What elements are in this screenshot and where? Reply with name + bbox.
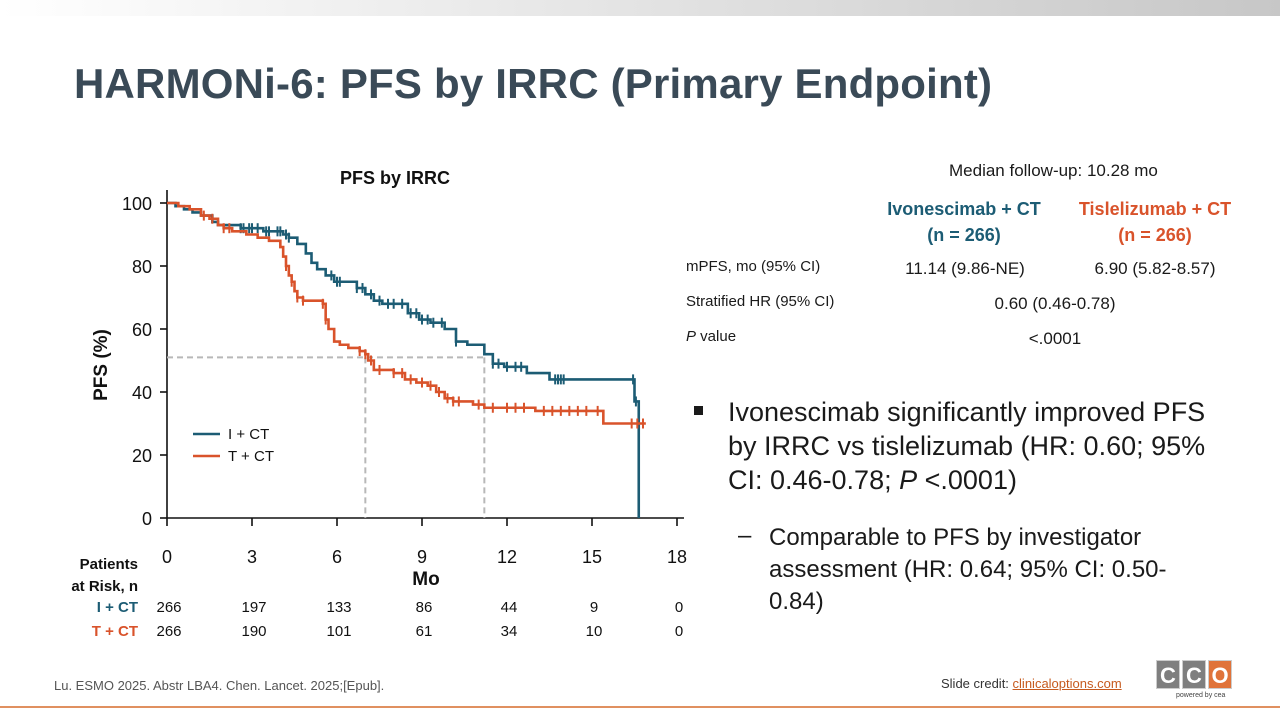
arm-header-ivonescimab: Ivonescimab + CT (n = 266) — [859, 196, 1069, 248]
risk-count-t-ct: 266 — [156, 623, 181, 640]
bottom-accent-line — [0, 706, 1280, 708]
risk-count-i-ct: 266 — [156, 599, 181, 616]
risk-row-label-i-ct: I + CT — [97, 599, 138, 616]
mpfs-ivonescimab: 11.14 (9.86-NE) — [905, 259, 1025, 278]
arm-name: Tislelizumab + CT — [1078, 199, 1232, 219]
bullet-square-icon — [694, 406, 703, 415]
cco-logo: C C O powered by cea — [1156, 660, 1234, 706]
slide-title: HARMONi-6: PFS by IRRC (Primary Endpoint… — [74, 60, 993, 107]
hr-value: 0.60 (0.46-0.78) — [994, 294, 1116, 313]
row-label-pvalue: P value — [686, 328, 736, 345]
arm-n: (n = 266) — [1118, 225, 1192, 245]
risk-header-line2: at Risk, n — [71, 578, 138, 595]
km-curve-i-ct — [167, 201, 641, 518]
risk-count-t-ct: 101 — [326, 623, 351, 640]
x-tick-label: 3 — [247, 547, 257, 567]
footer-reference: Lu. ESMO 2025. Abstr LBA4. Chen. Lancet.… — [54, 678, 385, 693]
y-axis-label: PFS (%) — [91, 329, 112, 401]
risk-count-i-ct: 9 — [590, 599, 598, 616]
x-tick-label: 15 — [582, 547, 602, 567]
row-label-hr: Stratified HR (95% CI) — [686, 293, 835, 310]
risk-count-t-ct: 190 — [241, 623, 266, 640]
risk-count-i-ct: 197 — [241, 599, 266, 616]
logo-tagline: powered by cea — [1176, 692, 1226, 699]
legend-label-i-ct: I + CT — [228, 426, 269, 443]
risk-count-i-ct: 0 — [675, 599, 683, 616]
row-label-mpfs: mPFS, mo (95% CI) — [686, 258, 821, 275]
arm-header-tislelizumab: Tislelizumab + CT (n = 266) — [1050, 196, 1260, 248]
risk-count-t-ct: 0 — [675, 623, 683, 640]
risk-count-i-ct: 86 — [416, 599, 433, 616]
logo-letter-c2: C — [1182, 660, 1206, 689]
bullet-dash: – — [738, 522, 752, 549]
y-tick-label: 100 — [122, 194, 152, 214]
risk-count-t-ct: 61 — [416, 623, 433, 640]
slide-credit: Slide credit: clinicaloptions.com — [941, 676, 1122, 691]
y-tick-label: 80 — [132, 257, 152, 277]
bullet-main-p: P — [899, 465, 918, 495]
y-tick-label: 20 — [132, 446, 152, 466]
logo-letter-c1: C — [1156, 660, 1180, 689]
credit-label: Slide credit: — [941, 676, 1013, 691]
km-curve-t-ct — [167, 201, 646, 425]
arm-name: Ivonescimab + CT — [887, 199, 1041, 219]
p-value: <.0001 — [1028, 329, 1082, 348]
risk-header-line1: Patients — [80, 556, 138, 573]
bullet-main: Ivonescimab significantly improved PFS b… — [728, 395, 1228, 497]
risk-count-i-ct: 133 — [326, 599, 351, 616]
risk-count-t-ct: 34 — [501, 623, 518, 640]
x-tick-label: 6 — [332, 547, 342, 567]
top-gradient-bar — [0, 0, 1280, 16]
x-tick-label: 18 — [667, 547, 687, 567]
risk-count-t-ct: 10 — [586, 623, 603, 640]
p-italic: P — [686, 328, 697, 345]
mpfs-tislelizumab: 6.90 (5.82-8.57) — [1094, 259, 1216, 278]
y-tick-label: 60 — [132, 320, 152, 340]
chart-title: PFS by IRRC — [340, 168, 450, 188]
followup-text: Median follow-up: 10.28 mo — [949, 161, 1158, 180]
y-tick-label: 40 — [132, 383, 152, 403]
legend-label-t-ct: T + CT — [228, 448, 274, 465]
p-rest: value — [696, 328, 737, 345]
bullet-main-text: Ivonescimab significantly improved PFS b… — [728, 397, 1206, 495]
arm-n: (n = 266) — [927, 225, 1001, 245]
x-tick-label: 0 — [162, 547, 172, 567]
bullet-main-end: <.0001) — [917, 465, 1017, 495]
x-tick-label: 12 — [497, 547, 517, 567]
x-tick-label: 9 — [417, 547, 427, 567]
bullet-sub: Comparable to PFS by investigator assess… — [769, 524, 1167, 615]
risk-row-label-t-ct: T + CT — [92, 623, 138, 640]
risk-count-i-ct: 44 — [501, 599, 518, 616]
y-tick-label: 0 — [142, 509, 152, 529]
x-axis-label: Mo — [412, 569, 439, 590]
credit-link[interactable]: clinicaloptions.com — [1012, 676, 1122, 691]
logo-letter-o: O — [1208, 660, 1232, 689]
